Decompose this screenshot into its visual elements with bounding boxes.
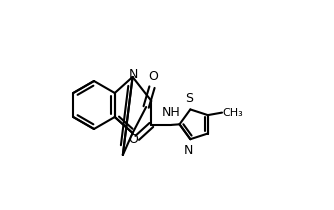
Text: N: N [129,68,138,81]
Text: O: O [149,70,159,83]
Text: S: S [185,92,193,105]
Text: N: N [184,144,193,157]
Text: NH: NH [162,106,181,119]
Text: O: O [129,133,138,146]
Text: CH₃: CH₃ [223,108,243,118]
